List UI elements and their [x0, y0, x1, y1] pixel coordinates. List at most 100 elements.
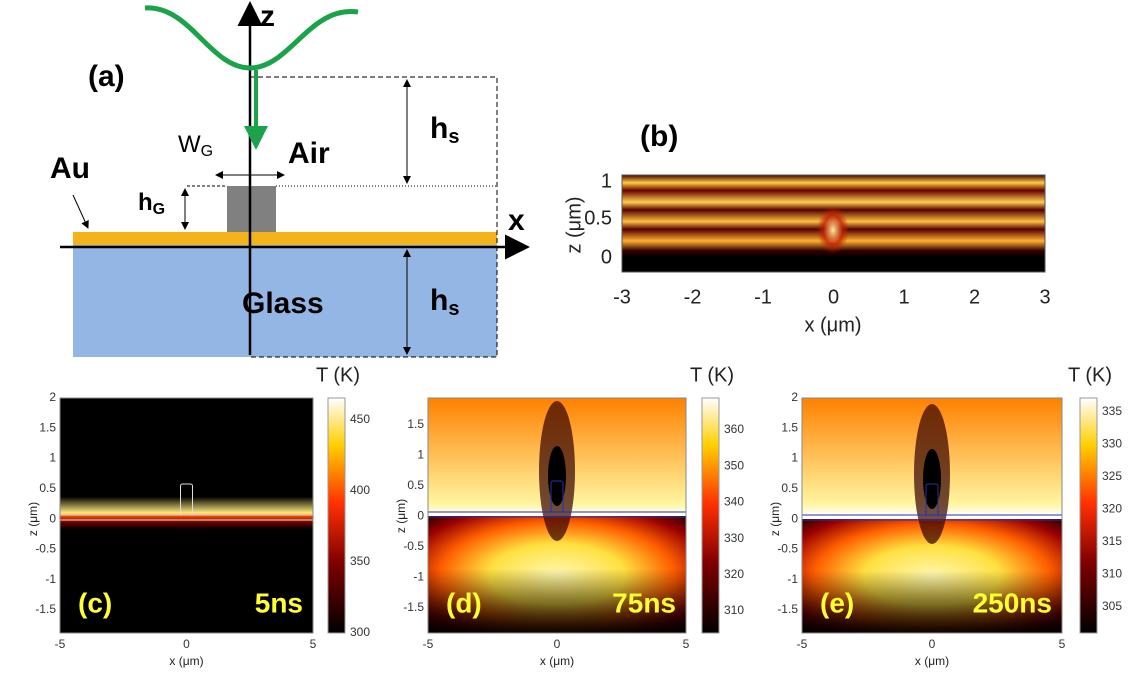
y-tick-label: -1.5: [777, 602, 798, 616]
air-label: Air: [288, 137, 330, 170]
x-axis-label: x (μm): [804, 314, 861, 336]
y-axis-label: z (μm): [26, 502, 40, 536]
hs-top-label: hs: [430, 112, 459, 148]
panel-label: (a): [88, 60, 125, 93]
y-tick-label: -0.5: [777, 542, 798, 556]
x-axis-label: x (μm): [169, 654, 203, 668]
x-axis-label: x (μm): [915, 654, 949, 668]
colorbar-title: T (K): [1068, 364, 1112, 386]
y-tick-label: -1: [787, 572, 798, 586]
x-tick-label: -1: [754, 286, 772, 308]
colorbar-tick-label: 335: [1102, 404, 1122, 418]
colorbar: [327, 397, 346, 634]
hs-bottom-label: hs: [430, 284, 459, 320]
x-tick-label: -5: [55, 637, 66, 651]
y-tick-label: 0: [49, 511, 56, 525]
cold-core: [548, 446, 566, 506]
hg-label: hG: [138, 189, 165, 218]
y-axis-label: z (μm): [563, 196, 585, 253]
x-tick-label: -5: [423, 637, 434, 651]
colorbar-tick-label: 340: [724, 495, 744, 509]
colorbar-tick-label: 300: [350, 625, 370, 639]
y-tick-label: 0: [791, 511, 798, 525]
x-tick-label: 1: [898, 286, 909, 308]
y-tick-label: 1.5: [407, 417, 424, 431]
grating-outline: [180, 483, 193, 516]
y-axis-label: z (μm): [768, 502, 782, 536]
time-label: 5ns: [255, 587, 303, 618]
panel-label: (b): [640, 120, 678, 153]
y-tick-label: -1: [45, 572, 56, 586]
y-tick-label: 1: [49, 451, 56, 465]
colorbar-tick-label: 330: [1102, 437, 1122, 451]
y-tick-label: -1.5: [403, 600, 424, 614]
colorbar-tick-label: 400: [350, 483, 370, 497]
y-tick-label: 1: [601, 170, 612, 192]
x-tick-label: 2: [969, 286, 980, 308]
y-tick-label: 0.5: [39, 481, 56, 495]
colorbar-title: T (K): [316, 364, 360, 386]
x-tick-label: 5: [310, 637, 317, 651]
time-label: 75ns: [612, 587, 676, 618]
colorbar-tick-label: 360: [724, 422, 744, 436]
au-arrow: [72, 194, 89, 229]
x-tick-label: -3: [613, 286, 631, 308]
beam-profile: [144, 5, 359, 71]
colorbar-tick-label: 350: [724, 458, 744, 472]
colorbar-tick-label: 325: [1102, 469, 1122, 483]
gold-layer: [73, 232, 497, 245]
x-tick-label: -2: [684, 286, 702, 308]
glass-layer: [73, 245, 497, 357]
colorbar-tick-label: 320: [1102, 502, 1122, 516]
x-tick-label: 0: [554, 637, 561, 651]
plot-frame: [59, 397, 314, 634]
colorbar: [1079, 397, 1098, 634]
y-tick-label: 0.5: [584, 207, 612, 229]
y-tick-label: 0.5: [781, 481, 798, 495]
y-tick-label: 0: [601, 246, 612, 268]
y-tick-label: 2: [791, 390, 798, 404]
y-tick-label: 1.5: [781, 420, 798, 434]
colorbar: [701, 397, 720, 634]
x-tick-label: 5: [1059, 637, 1066, 651]
y-tick-label: 1: [791, 451, 798, 465]
cold-core: [923, 449, 941, 509]
y-tick-label: -0.5: [403, 539, 424, 553]
panel-label: (c): [78, 587, 112, 618]
y-tick-label: 1: [417, 448, 424, 462]
grating-outline: [550, 480, 564, 513]
colorbar-title: T (K): [690, 364, 734, 386]
field-hotspot: [817, 206, 849, 254]
x-tick-label: 0: [828, 286, 839, 308]
x-label: x: [508, 204, 525, 237]
x-axis-label: x (μm): [540, 654, 574, 668]
panel-label: (e): [820, 587, 854, 618]
x-tick-label: 0: [183, 637, 190, 651]
au-label: Au: [50, 152, 90, 185]
colorbar-tick-label: 320: [724, 567, 744, 581]
x-tick-label: 0: [929, 637, 936, 651]
x-tick-label: 5: [683, 637, 690, 651]
colorbar-tick-label: 305: [1102, 599, 1122, 613]
plot-frame: [621, 174, 1046, 273]
y-tick-label: -0.5: [35, 542, 56, 556]
plot-frame: [427, 397, 687, 634]
plot-frame: [801, 397, 1063, 634]
glass-label: Glass: [242, 287, 324, 320]
y-tick-label: 0.5: [407, 478, 424, 492]
y-axis-label: z (μm): [394, 499, 408, 533]
y-tick-label: 0: [417, 509, 424, 523]
panel-label: (d): [446, 587, 482, 618]
colorbar-tick-label: 350: [350, 554, 370, 568]
colorbar-tick-label: 310: [724, 603, 744, 617]
y-tick-label: -1.5: [35, 602, 56, 616]
time-label: 250ns: [973, 587, 1052, 618]
colorbar-tick-label: 315: [1102, 534, 1122, 548]
grating-outline: [925, 483, 939, 516]
grating: [227, 186, 276, 232]
y-tick-label: 1.5: [39, 420, 56, 434]
colorbar-tick-label: 330: [724, 531, 744, 545]
y-tick-label: 2: [49, 390, 56, 404]
colorbar-tick-label: 450: [350, 412, 370, 426]
